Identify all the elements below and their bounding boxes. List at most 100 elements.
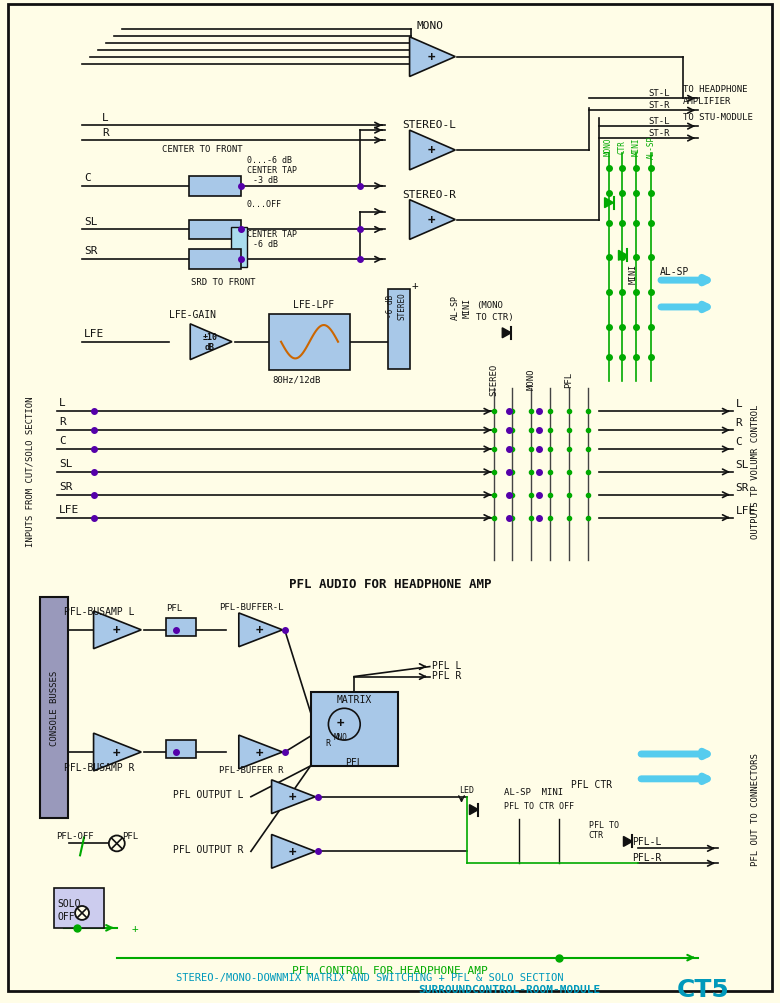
Text: C: C [84, 173, 90, 183]
Text: STEREO: STEREO [490, 363, 498, 395]
Text: AL-SP: AL-SP [660, 267, 690, 277]
Text: PFL CTR: PFL CTR [571, 779, 612, 789]
Text: L: L [59, 398, 66, 408]
Text: MONO: MONO [417, 21, 443, 31]
Text: ST-R: ST-R [648, 128, 670, 137]
Bar [190, 177, 241, 197]
Polygon shape [271, 780, 315, 813]
Text: SL: SL [59, 458, 73, 468]
Polygon shape [271, 834, 315, 869]
Text: +: + [427, 51, 434, 64]
Polygon shape [239, 735, 282, 769]
Bar [166, 740, 197, 758]
Text: SR: SR [84, 246, 98, 256]
Text: 0...OFF: 0...OFF [247, 200, 282, 209]
Circle shape [109, 835, 125, 852]
Text: LED: LED [459, 785, 474, 794]
Text: PFL: PFL [166, 604, 183, 613]
Text: LFE: LFE [736, 506, 756, 516]
Text: STEREO: STEREO [398, 292, 406, 320]
Text: +: + [289, 790, 296, 803]
Text: OFF: OFF [57, 911, 75, 921]
Text: STEREO-R: STEREO-R [402, 190, 457, 200]
Text: TO CTR): TO CTR) [477, 313, 514, 322]
Text: +: + [289, 845, 296, 858]
Text: SR: SR [59, 481, 73, 491]
Text: L: L [736, 399, 743, 409]
Bar [388, 290, 410, 369]
Text: STEREO-L: STEREO-L [402, 120, 457, 130]
Polygon shape [470, 804, 478, 814]
Text: AL-SP: AL-SP [647, 135, 656, 158]
Text: PFL-BUSAMP R: PFL-BUSAMP R [64, 762, 135, 772]
Text: +: + [112, 746, 119, 758]
Text: +: + [112, 624, 119, 637]
Text: +: + [337, 716, 344, 729]
Bar [41, 598, 68, 817]
Text: ±10
dB: ±10 dB [202, 333, 218, 352]
Text: TO HEADPHONE: TO HEADPHONE [683, 85, 747, 94]
Text: PFL OUTPUT R: PFL OUTPUT R [173, 845, 244, 855]
Text: +: + [256, 746, 263, 758]
Text: (MONO: (MONO [477, 301, 503, 310]
Bar [55, 889, 104, 928]
Text: SRD TO FRONT: SRD TO FRONT [191, 278, 256, 286]
Text: 0...-6 dB: 0...-6 dB [247, 156, 292, 165]
Text: +: + [427, 214, 434, 227]
Text: +: + [256, 624, 263, 637]
Text: -3 dB: -3 dB [253, 177, 278, 186]
Text: C: C [736, 436, 743, 446]
Text: CT5: CT5 [676, 978, 729, 1001]
Text: ST-L: ST-L [648, 116, 670, 125]
Text: PFL-OFF: PFL-OFF [56, 831, 94, 841]
Text: AMPLIFIER: AMPLIFIER [683, 96, 732, 105]
Polygon shape [604, 199, 614, 209]
Text: PFL TO
CTR: PFL TO CTR [589, 820, 619, 840]
Text: PFL: PFL [122, 831, 138, 841]
Text: MNO: MNO [333, 732, 347, 741]
Text: PFL-BUFFER-L: PFL-BUFFER-L [219, 603, 284, 612]
Text: AL-SP  MINI: AL-SP MINI [504, 787, 563, 796]
Text: INPUTS FROM CUT/SOLO SECTION: INPUTS FROM CUT/SOLO SECTION [26, 396, 35, 547]
Circle shape [328, 708, 360, 740]
Text: -6 dB: -6 dB [385, 294, 395, 317]
Text: SL: SL [736, 459, 750, 469]
Text: TO STU-MODULE: TO STU-MODULE [683, 112, 753, 121]
Polygon shape [190, 325, 232, 360]
Text: PFL CONTROL FOR HEADPHONE AMP: PFL CONTROL FOR HEADPHONE AMP [292, 965, 488, 975]
Bar [269, 315, 350, 370]
Text: +: + [427, 144, 434, 157]
Text: L: L [102, 113, 108, 123]
Text: ST-R: ST-R [648, 100, 670, 109]
Text: PFL: PFL [564, 371, 573, 387]
Text: R: R [59, 417, 66, 426]
Text: SR: SR [736, 482, 750, 492]
Text: R: R [102, 128, 108, 138]
Text: MONO: MONO [604, 137, 613, 156]
Polygon shape [623, 837, 633, 847]
Text: LFE-LPF: LFE-LPF [292, 300, 334, 310]
Text: MONO: MONO [526, 368, 536, 390]
Polygon shape [410, 201, 456, 240]
Text: C: C [59, 435, 66, 445]
Text: ST-L: ST-L [648, 89, 670, 97]
Polygon shape [94, 733, 141, 771]
Text: CENTER TAP: CENTER TAP [247, 230, 297, 239]
Text: PFL TO CTR OFF: PFL TO CTR OFF [504, 801, 574, 810]
Polygon shape [619, 251, 627, 261]
Text: LFE: LFE [59, 505, 80, 515]
Text: SURROUNDCONTROL-ROOM-MODULE: SURROUNDCONTROL-ROOM-MODULE [418, 985, 601, 994]
Text: PFL: PFL [346, 757, 363, 767]
Polygon shape [410, 131, 456, 171]
Text: CONSOLE BUSSES: CONSOLE BUSSES [50, 670, 58, 745]
Text: OUTPUTS TP VOLUMR CONTROL: OUTPUTS TP VOLUMR CONTROL [751, 404, 760, 539]
Text: -6 dB: -6 dB [253, 240, 278, 249]
Text: PFL-R: PFL-R [633, 853, 661, 863]
Text: SL: SL [84, 217, 98, 227]
Polygon shape [239, 613, 282, 647]
Text: PFL-BUSAMP L: PFL-BUSAMP L [64, 607, 135, 616]
Text: AL-SP: AL-SP [451, 295, 460, 320]
Bar [310, 693, 398, 766]
Text: PFL-BUFFER R: PFL-BUFFER R [219, 765, 284, 774]
Text: 80Hz/12dB: 80Hz/12dB [273, 375, 321, 384]
